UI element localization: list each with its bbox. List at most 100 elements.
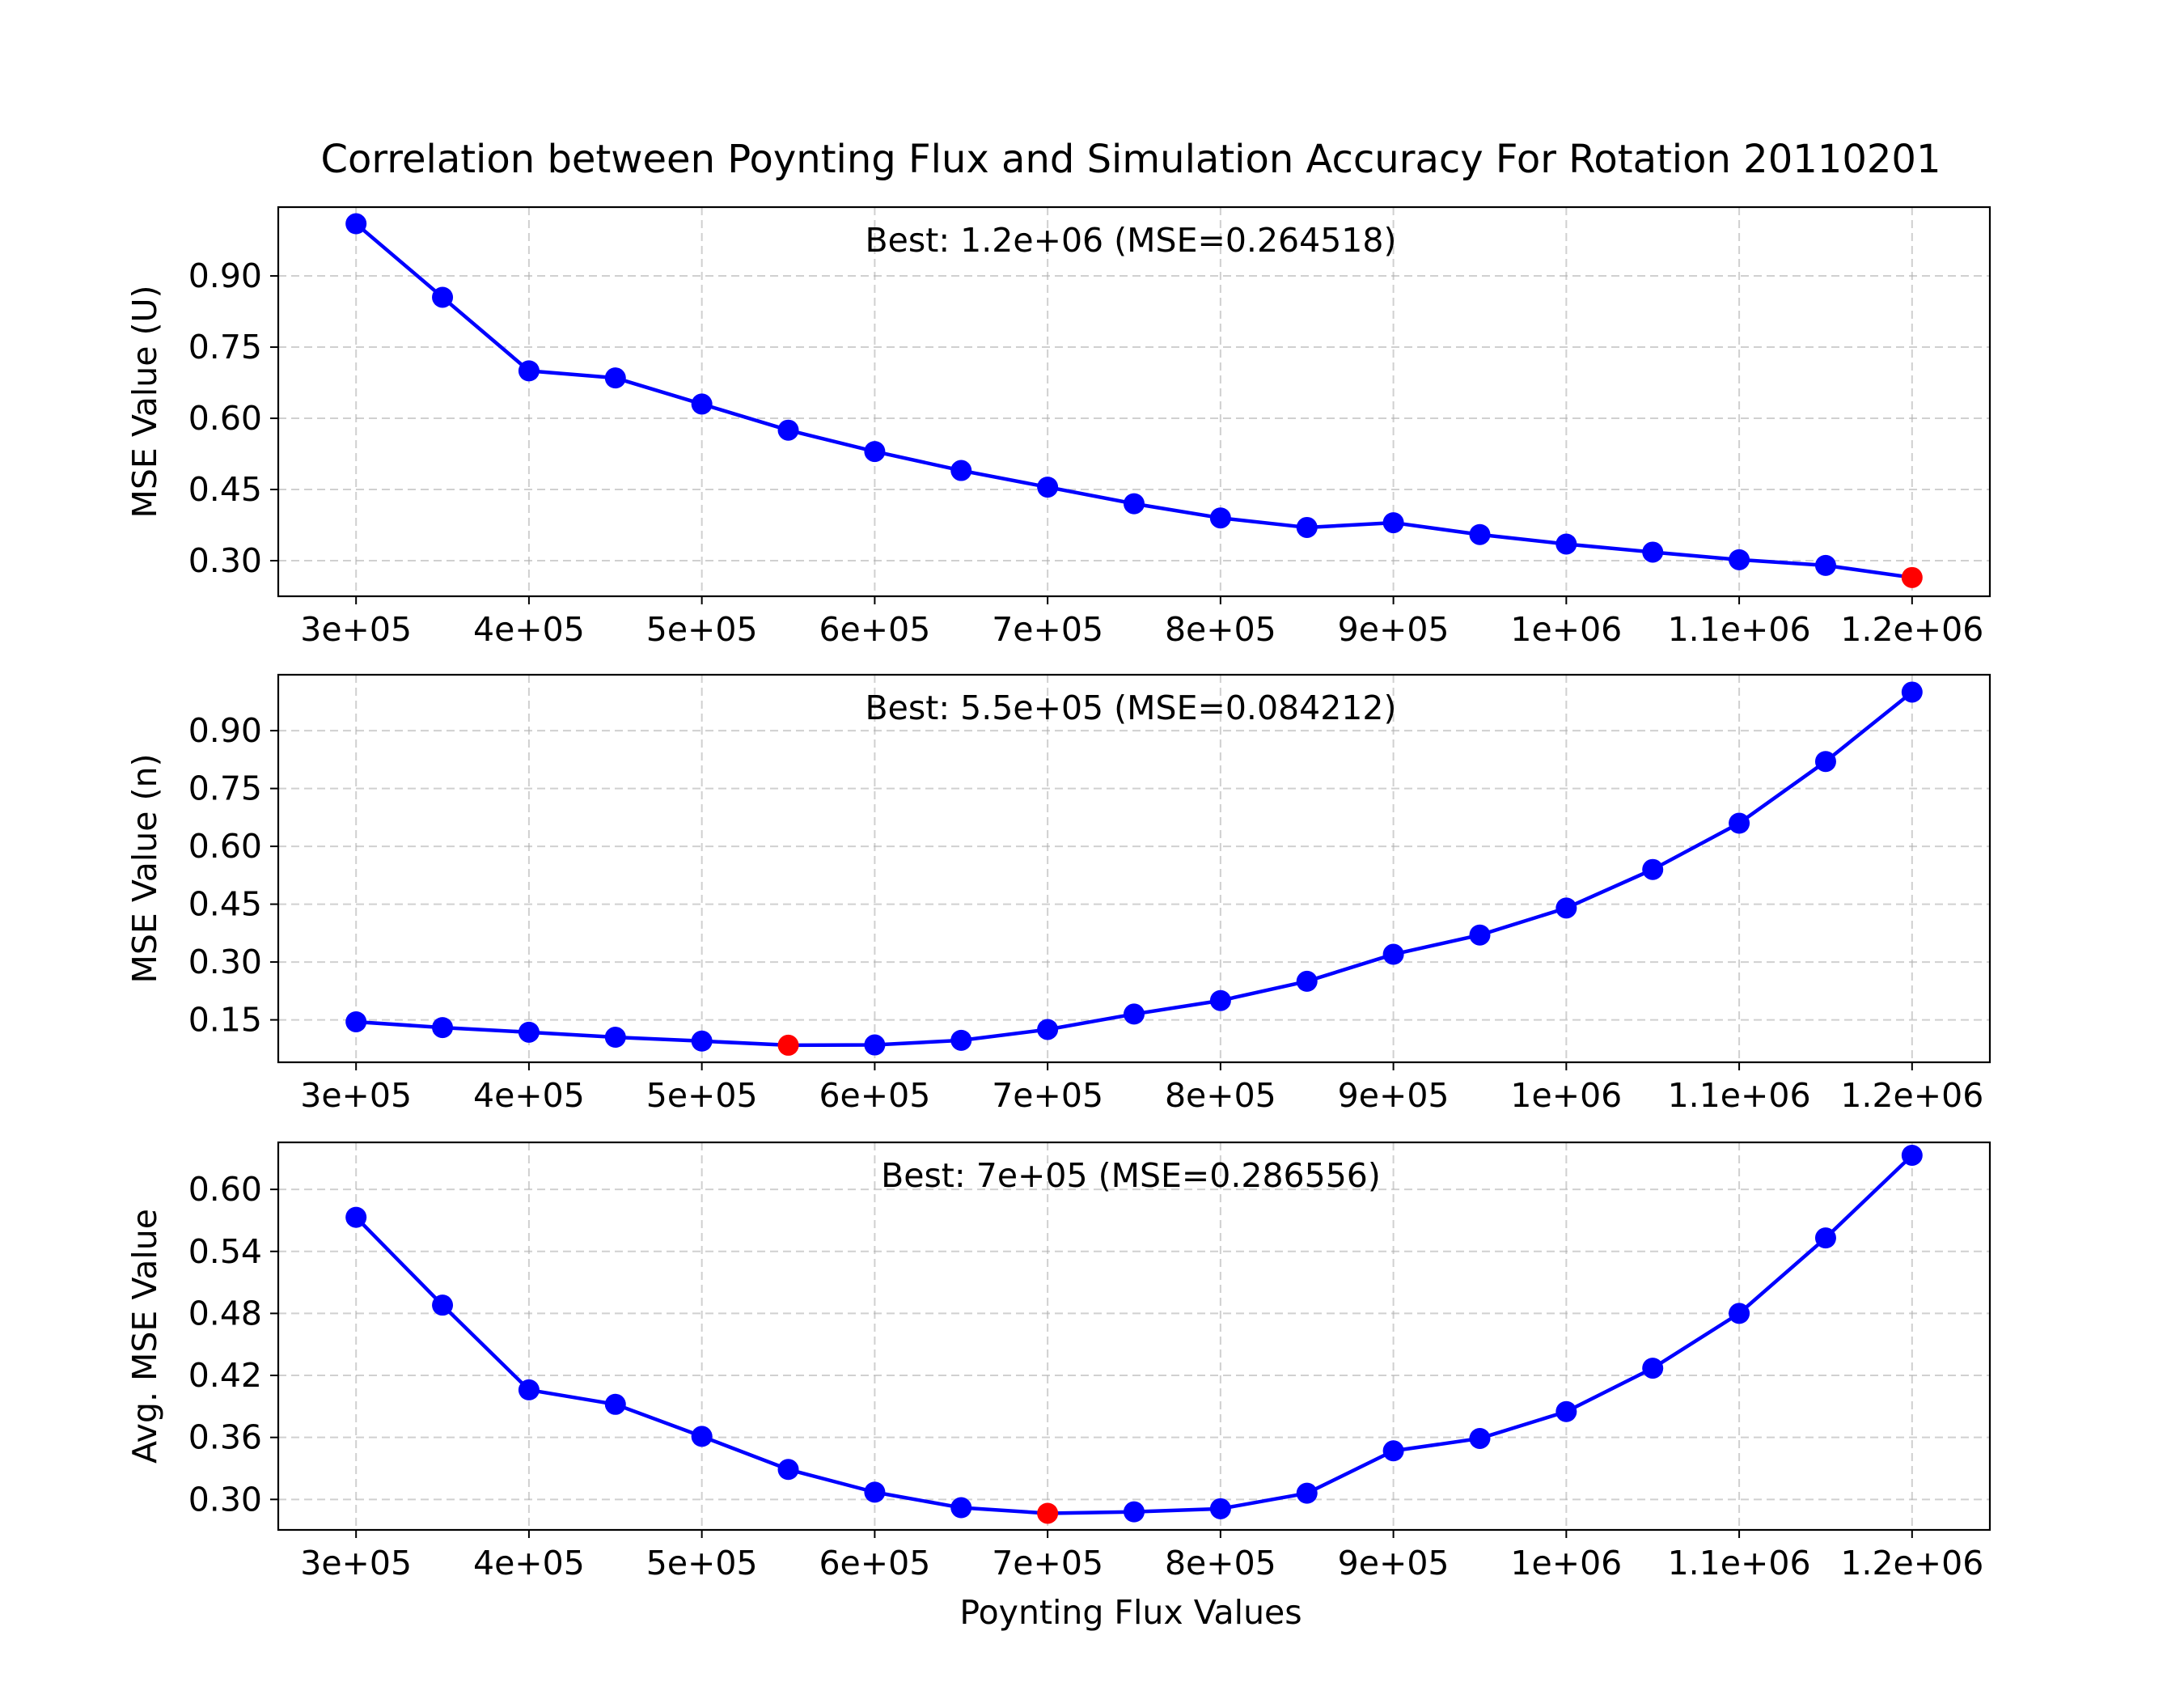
data-point [1037,477,1059,498]
data-point [950,1497,972,1519]
x-tick-label: 3e+05 [300,1076,412,1115]
x-tick-label: 4e+05 [473,1076,585,1115]
data-point [1469,1427,1491,1449]
x-tick-label: 1.1e+06 [1668,610,1811,649]
data-point [691,393,713,415]
data-point [604,367,626,389]
chart-title: Correlation between Poynting Flux and Si… [321,137,1941,182]
data-point [1901,1144,1923,1166]
y-tick-label: 0.90 [188,711,262,750]
y-tick-label: 0.54 [188,1232,262,1271]
x-tick-label: 4e+05 [473,1544,585,1582]
data-point [777,419,799,441]
series-line [356,690,1914,1048]
y-axis-label: MSE Value (U) [125,286,164,519]
y-tick-label: 0.60 [188,1170,262,1209]
axes-frame [277,205,1991,598]
subplots: 3e+05 4e+05 5e+05 6e+05 7e+05 8e+05 9e+05 1e+06… [125,205,1991,1582]
y-tick-label: 0.45 [188,470,262,509]
data-point [1469,924,1491,946]
data-point [1124,1003,1145,1025]
data-point [864,441,886,463]
data-point [432,1017,454,1039]
data-point [864,1034,886,1056]
data-point [604,1027,626,1049]
x-tick-label: 6e+05 [819,610,930,649]
data-point [1642,541,1664,563]
x-tick-label: 1e+06 [1510,1076,1622,1115]
best-annotation: Best: 1.2e+06 (MSE=0.264518) [866,221,1397,260]
data-point [1037,1019,1059,1040]
data-point [1555,897,1577,919]
data-point [518,1379,540,1400]
subplot-3: 3e+05 4e+05 5e+05 6e+05 7e+05 8e+05 9e+05 1e+06… [125,1141,1991,1582]
axes-frame [277,673,1991,1064]
x-tick-label: 5e+05 [646,610,758,649]
data-point [1555,533,1577,555]
data-point [1382,943,1404,965]
data-point [1729,1303,1750,1324]
x-tick-label: 1.1e+06 [1668,1076,1811,1115]
x-tick-label: 3e+05 [300,610,412,649]
x-tick-label: 6e+05 [819,1076,930,1115]
x-tick-label: 1.2e+06 [1840,1544,1983,1582]
y-tick-label: 0.36 [188,1418,262,1457]
data-point [691,1030,713,1052]
data-point [1296,1482,1318,1504]
x-tick-label: 1e+06 [1510,1544,1622,1582]
x-tick-label: 8e+05 [1165,610,1276,649]
data-point [1729,812,1750,834]
x-tick-label: 7e+05 [992,610,1103,649]
x-tick-label: 9e+05 [1338,610,1450,649]
y-tick-label: 0.45 [188,885,262,924]
x-axis-label: Poynting Flux Values [959,1593,1302,1632]
data-point [1901,681,1923,703]
data-point [1729,549,1750,570]
data-point [1124,493,1145,515]
y-tick-label: 0.75 [188,769,262,808]
subplot-2: 3e+05 4e+05 5e+05 6e+05 7e+05 8e+05 9e+05 1e+06… [125,673,1991,1115]
data-point [604,1393,626,1415]
x-tick-label: 8e+05 [1165,1544,1276,1582]
data-point [777,1459,799,1481]
data-point [950,1029,972,1051]
y-tick-label: 0.42 [188,1356,262,1395]
x-tick-label: 1.2e+06 [1840,610,1983,649]
y-tick-label: 0.30 [188,1480,262,1519]
subplot-1: 3e+05 4e+05 5e+05 6e+05 7e+05 8e+05 9e+05 1e+06… [125,205,1991,649]
data-point [1209,989,1231,1011]
x-tick-label: 5e+05 [646,1544,758,1582]
x-tick-label: 9e+05 [1338,1544,1450,1582]
data-point [1642,1358,1664,1379]
best-point-marker [1037,1502,1059,1524]
data-point [864,1481,886,1503]
y-tick-label: 0.30 [188,943,262,981]
x-tick-label: 1e+06 [1510,610,1622,649]
data-point [432,1294,454,1316]
data-point [1814,554,1836,576]
series-line [354,1154,1914,1515]
data-point [345,1206,367,1228]
x-tick-label: 6e+05 [819,1544,930,1582]
data-point [950,460,972,481]
x-tick-label: 1.1e+06 [1668,1544,1811,1582]
y-tick-label: 0.90 [188,256,262,295]
data-point [1209,507,1231,529]
x-tick-label: 5e+05 [646,1076,758,1115]
y-tick-label: 0.60 [188,399,262,438]
data-point [1296,516,1318,538]
y-tick-label: 0.75 [188,328,262,366]
y-tick-label: 0.60 [188,827,262,866]
best-annotation: Best: 5.5e+05 (MSE=0.084212) [866,688,1397,727]
best-point-marker [1901,566,1923,588]
y-tick-label: 0.48 [188,1294,262,1333]
series-line [354,222,1913,580]
axes-frame [277,1141,1991,1532]
data-point [1469,523,1491,545]
data-point [345,213,367,235]
data-point [1642,858,1664,880]
x-tick-label: 7e+05 [992,1076,1103,1115]
data-point [1296,970,1318,992]
x-tick-label: 3e+05 [300,1544,412,1582]
